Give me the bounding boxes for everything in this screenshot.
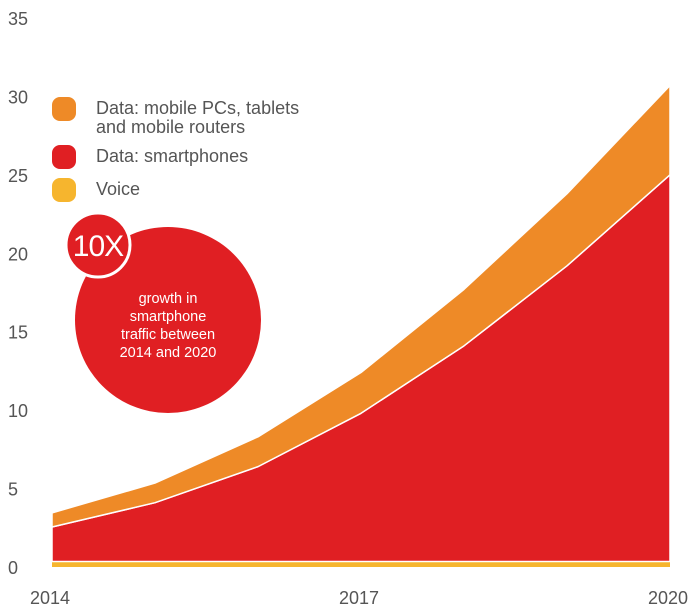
badge-text: 10X	[73, 230, 124, 263]
y-tick-label: 15	[8, 323, 28, 343]
x-tick-label: 2017	[339, 588, 379, 608]
y-tick-label: 10	[8, 401, 28, 421]
y-tick-label: 20	[8, 244, 28, 264]
legend-label: Voice	[96, 179, 141, 199]
annotation-text: traffic between	[121, 327, 215, 343]
area-voice	[52, 561, 670, 567]
y-tick-label: 35	[8, 9, 28, 29]
annotation-text: growth in	[139, 291, 198, 307]
annotation-circle	[75, 227, 261, 413]
y-tick-label: 30	[8, 87, 28, 107]
area-data-mobile-pcs-tablets-and-mobile-routers	[51, 84, 671, 528]
y-tick-label: 25	[8, 166, 28, 186]
legend-label: Data: smartphones	[96, 146, 249, 166]
badge-circle	[64, 211, 132, 279]
legend-swatch	[52, 178, 76, 202]
legend-label: Data: mobile PCs, tablets	[96, 98, 300, 118]
legend-swatch	[52, 145, 76, 169]
y-tick-label: 5	[8, 480, 18, 500]
legend-swatch	[52, 97, 76, 121]
annotation-text: 2014 and 2020	[120, 345, 217, 361]
x-tick-label: 2020	[648, 588, 688, 608]
annotation-text: smartphone	[130, 309, 207, 325]
x-tick-label: 2014	[30, 588, 70, 608]
y-tick-label: 0	[8, 558, 18, 578]
legend-label: and mobile routers	[96, 117, 246, 137]
